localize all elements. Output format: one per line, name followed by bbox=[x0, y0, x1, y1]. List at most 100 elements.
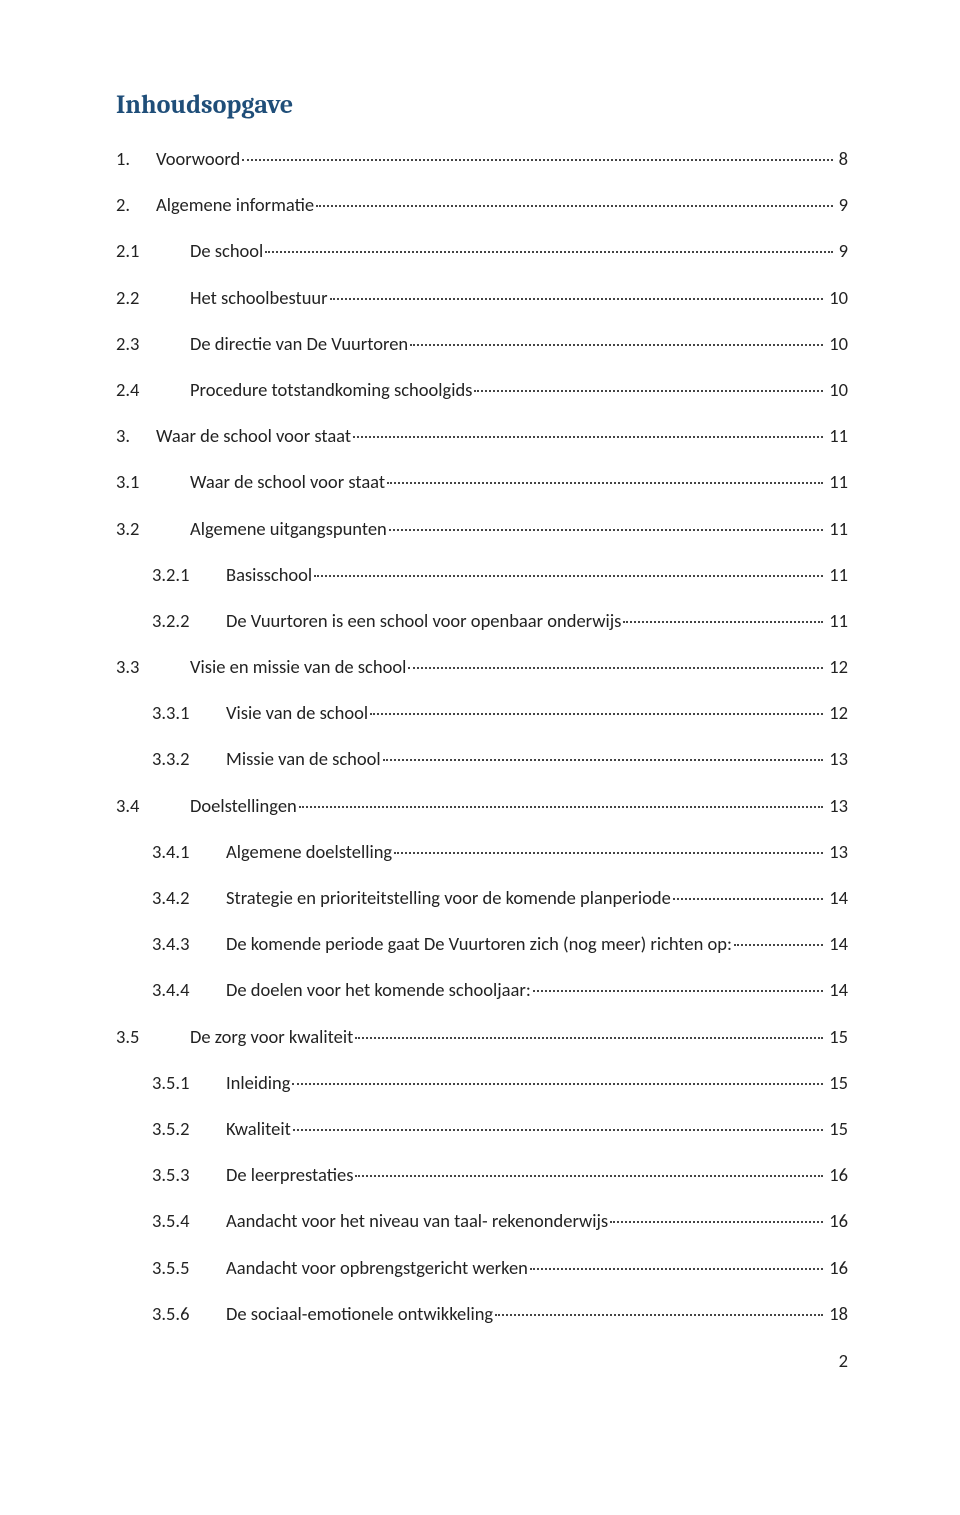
toc-entry-number: 3. bbox=[116, 425, 156, 447]
toc-entry-number: 3.5.6 bbox=[152, 1303, 226, 1325]
toc-leader-dots bbox=[389, 529, 823, 531]
toc-entry-page: 11 bbox=[827, 564, 848, 586]
toc-entry-number: 2.1 bbox=[116, 240, 190, 262]
toc-entry: 3.3.1Visie van de school 12 bbox=[116, 702, 848, 724]
toc-entry: 3.5.5Aandacht voor opbrengstgericht werk… bbox=[116, 1257, 848, 1279]
toc-entry-page: 11 bbox=[827, 471, 848, 493]
toc-entry-label: Basisschool bbox=[226, 564, 312, 586]
toc-entry-number: 3.3.1 bbox=[152, 702, 226, 724]
toc-leader-dots bbox=[314, 575, 823, 577]
toc-entry-page: 12 bbox=[827, 656, 848, 678]
toc-entry: 3.5De zorg voor kwaliteit 15 bbox=[116, 1026, 848, 1048]
toc-entry: 3.5.3De leerprestaties 16 bbox=[116, 1164, 848, 1186]
toc-entry-number: 3.4.1 bbox=[152, 841, 226, 863]
toc-entry: 3.2.1Basisschool 11 bbox=[116, 564, 848, 586]
toc-entry-label: De leerprestaties bbox=[226, 1164, 353, 1186]
toc-entry-number: 3.5.5 bbox=[152, 1257, 226, 1279]
toc-entry-page: 14 bbox=[827, 933, 848, 955]
table-of-contents: 1.Voorwoord 82.Algemene informatie 92.1D… bbox=[116, 148, 848, 1325]
toc-entry-label: Strategie en prioriteitstelling voor de … bbox=[226, 887, 671, 909]
toc-leader-dots bbox=[370, 713, 823, 715]
toc-entry-page: 16 bbox=[827, 1164, 848, 1186]
toc-entry-page: 8 bbox=[837, 148, 848, 170]
toc-entry-number: 3.1 bbox=[116, 471, 190, 493]
toc-entry-page: 14 bbox=[827, 979, 848, 1001]
toc-entry-number: 1. bbox=[116, 148, 156, 170]
toc-entry-label: Waar de school voor staat bbox=[190, 471, 385, 493]
toc-entry-label: Algemene informatie bbox=[156, 194, 314, 216]
toc-entry: 3.2Algemene uitgangspunten 11 bbox=[116, 518, 848, 540]
toc-entry-label: Aandacht voor het niveau van taal- reken… bbox=[226, 1210, 608, 1232]
toc-leader-dots bbox=[292, 1083, 823, 1085]
toc-entry: 2.2Het schoolbestuur 10 bbox=[116, 287, 848, 309]
toc-entry: 3.2.2De Vuurtoren is een school voor ope… bbox=[116, 610, 848, 632]
page-title: Inhoudsopgave bbox=[116, 90, 848, 120]
toc-entry-number: 3.4.2 bbox=[152, 887, 226, 909]
toc-leader-dots bbox=[734, 944, 823, 946]
toc-entry-number: 3.5.2 bbox=[152, 1118, 226, 1140]
toc-entry-number: 3.5.1 bbox=[152, 1072, 226, 1094]
toc-entry-number: 3.3.2 bbox=[152, 748, 226, 770]
toc-entry-page: 12 bbox=[827, 702, 848, 724]
toc-leader-dots bbox=[673, 898, 823, 900]
toc-entry-label: De doelen voor het komende schooljaar: bbox=[226, 979, 531, 1001]
toc-entry-label: Voorwoord bbox=[156, 148, 240, 170]
toc-entry-page: 14 bbox=[827, 887, 848, 909]
toc-entry: 3.4.2Strategie en prioriteitstelling voo… bbox=[116, 887, 848, 909]
toc-entry: 3.3Visie en missie van de school 12 bbox=[116, 656, 848, 678]
toc-entry: 1.Voorwoord 8 bbox=[116, 148, 848, 170]
toc-entry-label: Kwaliteit bbox=[226, 1118, 291, 1140]
toc-entry-label: De Vuurtoren is een school voor openbaar… bbox=[226, 610, 621, 632]
toc-entry-label: Het schoolbestuur bbox=[190, 287, 328, 309]
toc-entry: 3.4Doelstellingen 13 bbox=[116, 795, 848, 817]
toc-leader-dots bbox=[353, 436, 823, 438]
toc-entry-page: 13 bbox=[827, 748, 848, 770]
toc-entry-page: 11 bbox=[827, 610, 848, 632]
toc-entry-number: 3.4.4 bbox=[152, 979, 226, 1001]
toc-entry: 3.4.4De doelen voor het komende schoolja… bbox=[116, 979, 848, 1001]
toc-entry-label: De directie van De Vuurtoren bbox=[190, 333, 408, 355]
toc-entry-label: Procedure totstandkoming schoolgids bbox=[190, 379, 472, 401]
toc-entry-number: 3.4 bbox=[116, 795, 190, 817]
toc-leader-dots bbox=[410, 344, 823, 346]
toc-entry-number: 3.5.3 bbox=[152, 1164, 226, 1186]
toc-leader-dots bbox=[623, 621, 823, 623]
toc-entry: 2.1De school 9 bbox=[116, 240, 848, 262]
toc-entry-label: Aandacht voor opbrengstgericht werken bbox=[226, 1257, 528, 1279]
toc-entry-page: 13 bbox=[827, 795, 848, 817]
toc-leader-dots bbox=[533, 990, 823, 992]
toc-entry: 3.1Waar de school voor staat 11 bbox=[116, 471, 848, 493]
toc-entry-label: Missie van de school bbox=[226, 748, 381, 770]
toc-entry-page: 10 bbox=[827, 287, 848, 309]
toc-leader-dots bbox=[387, 482, 823, 484]
toc-entry: 3.4.1Algemene doelstelling 13 bbox=[116, 841, 848, 863]
toc-entry-page: 11 bbox=[827, 518, 848, 540]
toc-leader-dots bbox=[495, 1314, 823, 1316]
toc-leader-dots bbox=[293, 1129, 823, 1131]
toc-entry: 2.4Procedure totstandkoming schoolgids 1… bbox=[116, 379, 848, 401]
toc-entry-label: Inleiding bbox=[226, 1072, 290, 1094]
toc-entry-page: 10 bbox=[827, 333, 848, 355]
toc-entry-label: Visie en missie van de school bbox=[190, 656, 406, 678]
toc-entry-number: 3.5.4 bbox=[152, 1210, 226, 1232]
toc-entry-number: 2.3 bbox=[116, 333, 190, 355]
toc-entry: 3.Waar de school voor staat 11 bbox=[116, 425, 848, 447]
toc-entry-label: De zorg voor kwaliteit bbox=[190, 1026, 353, 1048]
toc-entry-page: 9 bbox=[837, 240, 848, 262]
toc-entry-page: 13 bbox=[827, 841, 848, 863]
toc-entry: 3.5.2Kwaliteit 15 bbox=[116, 1118, 848, 1140]
toc-entry-page: 11 bbox=[827, 425, 848, 447]
toc-entry: 3.5.4Aandacht voor het niveau van taal- … bbox=[116, 1210, 848, 1232]
toc-entry: 3.5.1Inleiding 15 bbox=[116, 1072, 848, 1094]
toc-entry-page: 16 bbox=[827, 1210, 848, 1232]
toc-entry-number: 3.3 bbox=[116, 656, 190, 678]
toc-leader-dots bbox=[610, 1221, 823, 1223]
toc-entry-page: 16 bbox=[827, 1257, 848, 1279]
toc-entry-page: 9 bbox=[837, 194, 848, 216]
toc-entry-page: 10 bbox=[827, 379, 848, 401]
toc-entry-label: Waar de school voor staat bbox=[156, 425, 351, 447]
toc-entry-label: Algemene doelstelling bbox=[226, 841, 392, 863]
toc-entry: 2.3De directie van De Vuurtoren 10 bbox=[116, 333, 848, 355]
toc-entry: 2.Algemene informatie 9 bbox=[116, 194, 848, 216]
toc-entry-number: 3.2.1 bbox=[152, 564, 226, 586]
